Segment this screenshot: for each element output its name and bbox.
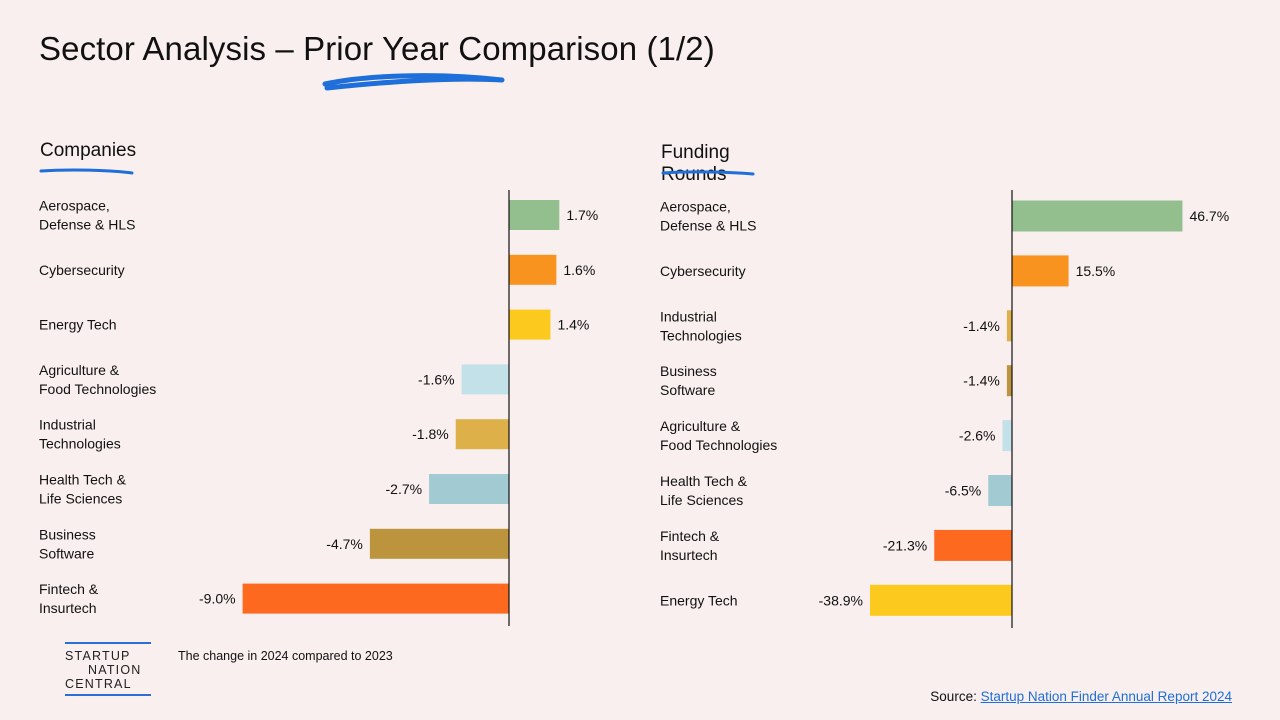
companies-bar — [509, 200, 560, 230]
chart-title-companies: Companies — [40, 140, 137, 161]
funding-bar — [988, 475, 1012, 506]
category-label: Life Sciences — [660, 492, 743, 508]
category-label: Health Tech & — [660, 473, 748, 489]
companies-plot: Aerospace, Defense & HLS 1.7% Cybersecurity… — [39, 190, 598, 626]
footnote: The change in 2024 compared to 2023 — [178, 649, 393, 663]
source-prefix: Source: — [930, 689, 981, 704]
category-label: Food Technologies — [660, 437, 777, 453]
companies-bar — [369, 528, 509, 559]
source-link[interactable]: Startup Nation Finder Annual Report 2024 — [980, 689, 1232, 704]
companies-bar — [509, 309, 551, 340]
category-label: Fintech & — [39, 581, 99, 597]
source-citation: Source: Startup Nation Finder Annual Rep… — [930, 689, 1232, 704]
funding-bar — [934, 529, 1012, 561]
category-label: Defense & HLS — [39, 217, 136, 233]
category-label: Technologies — [39, 436, 121, 452]
data-label: -1.8% — [412, 426, 449, 442]
category-label: Business — [39, 526, 96, 542]
data-label: 1.7% — [566, 207, 598, 223]
funding-bar — [1006, 310, 1012, 342]
data-label: -2.6% — [959, 428, 996, 444]
data-label: 1.6% — [563, 262, 595, 278]
funding-bar — [1012, 200, 1183, 232]
data-label: -6.5% — [945, 483, 982, 499]
logo-bottom-rule — [65, 694, 151, 696]
data-label: -38.9% — [819, 592, 863, 608]
chart-title-funding-rounds: Funding Rounds — [661, 142, 730, 185]
funding-bar — [1006, 365, 1012, 397]
category-label: Agriculture & — [660, 418, 741, 434]
category-label: Defense & HLS — [660, 218, 757, 234]
category-label: Industrial — [39, 417, 96, 433]
data-label: -9.0% — [199, 591, 236, 607]
category-label: Software — [660, 382, 715, 398]
category-label: Cybersecurity — [660, 263, 746, 279]
category-label: Fintech & — [660, 528, 720, 544]
funding-bar — [1002, 420, 1012, 452]
category-label: Software — [39, 545, 94, 561]
companies-bar — [461, 364, 509, 395]
data-label: -1.4% — [963, 318, 1000, 334]
category-label: Energy Tech — [39, 317, 117, 333]
data-label: 1.4% — [557, 317, 589, 333]
chart-underline-companies — [39, 168, 134, 175]
category-label: Aerospace, — [660, 199, 731, 215]
category-label: Energy Tech — [660, 592, 738, 608]
category-label: Technologies — [660, 327, 742, 343]
category-label: Health Tech & — [39, 472, 127, 488]
companies-bar — [429, 474, 509, 504]
companies-bar — [242, 583, 509, 614]
logo-line-1: STARTUP — [65, 649, 131, 663]
data-label: 46.7% — [1189, 208, 1229, 224]
logo-top-rule — [65, 642, 151, 644]
chart-underline-funding-rounds — [661, 170, 755, 176]
category-label: Aerospace, — [39, 198, 110, 214]
funding-bar — [870, 584, 1012, 616]
data-label: 15.5% — [1076, 263, 1116, 279]
category-label: Insurtech — [39, 600, 97, 616]
logo-line-2: NATION — [88, 663, 142, 677]
category-label: Insurtech — [660, 547, 718, 563]
funding-bar — [1012, 255, 1069, 287]
logo-line-3: CENTRAL — [65, 677, 132, 691]
startup-nation-central-logo: STARTUP NATION CENTRAL — [65, 642, 151, 696]
title-brush-underline — [322, 73, 505, 91]
companies-bar — [455, 419, 509, 450]
category-label: Food Technologies — [39, 381, 156, 397]
page-title: Sector Analysis – Prior Year Comparison … — [39, 30, 715, 67]
category-label: Agriculture & — [39, 362, 120, 378]
category-label: Cybersecurity — [39, 262, 125, 278]
category-label: Industrial — [660, 308, 717, 324]
data-label: -1.6% — [418, 371, 455, 387]
category-label: Business — [660, 363, 717, 379]
companies-bar — [509, 254, 557, 285]
data-label: -1.4% — [963, 373, 1000, 389]
category-label: Life Sciences — [39, 491, 122, 507]
data-label: -21.3% — [883, 537, 927, 553]
data-label: -2.7% — [386, 481, 423, 497]
data-label: -4.7% — [326, 536, 363, 552]
